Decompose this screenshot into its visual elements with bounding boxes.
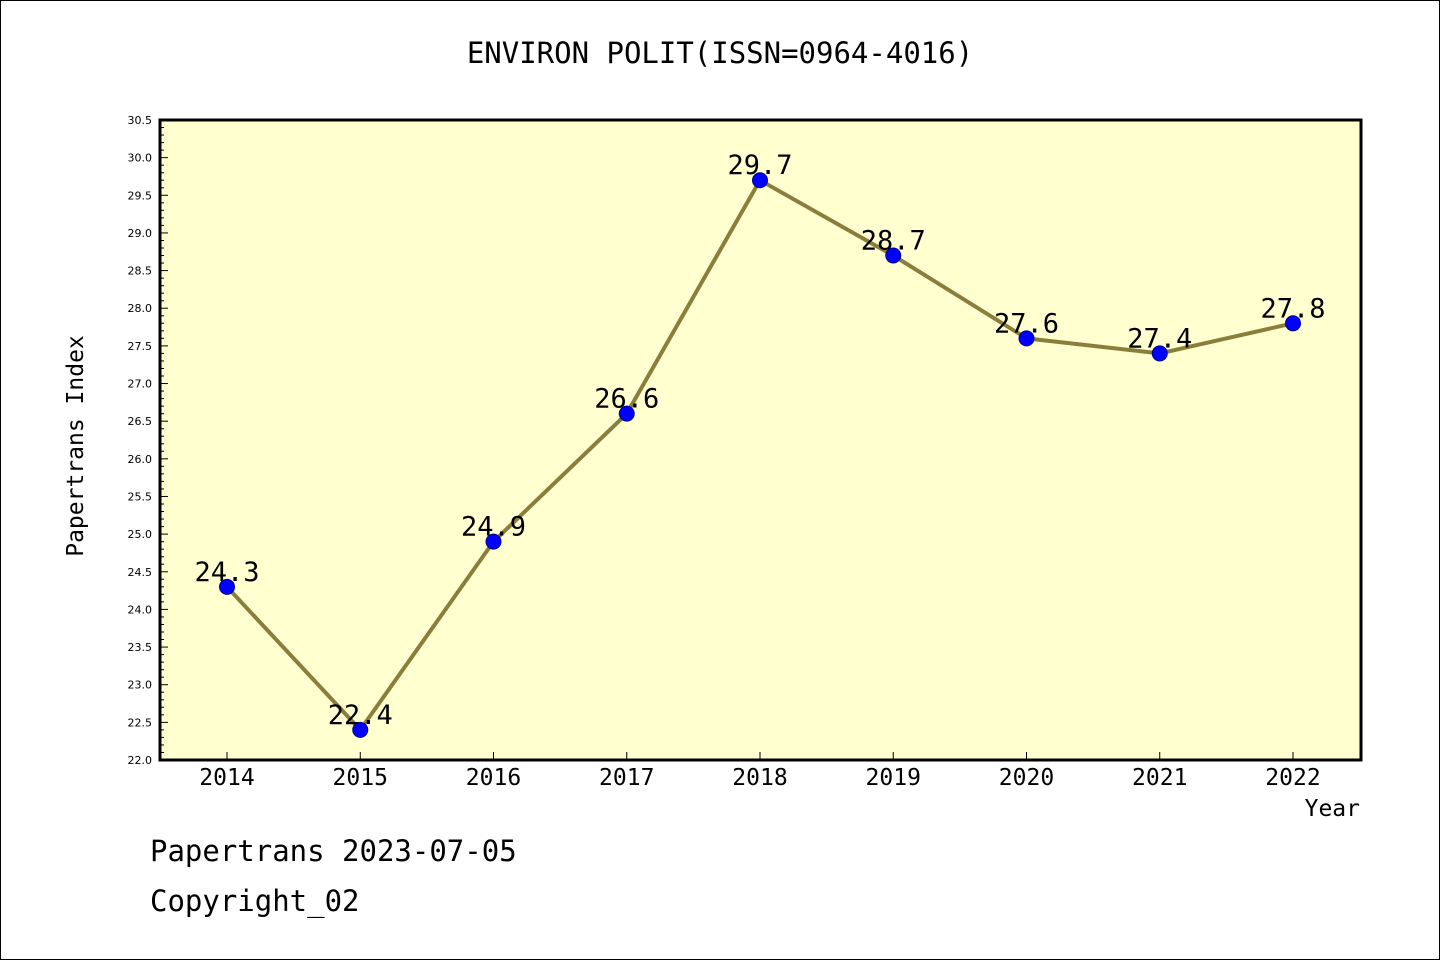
y-tick-label: 26.5 bbox=[128, 415, 153, 428]
y-tick-label: 22.0 bbox=[128, 754, 153, 767]
y-tick-label: 26.0 bbox=[128, 453, 153, 466]
data-label: 24.9 bbox=[461, 512, 526, 543]
y-tick-label: 27.0 bbox=[128, 378, 153, 391]
y-tick-label: 28.5 bbox=[128, 265, 153, 278]
y-tick-label: 30.0 bbox=[128, 152, 153, 165]
data-point bbox=[885, 247, 902, 264]
x-tick-label: 2019 bbox=[866, 765, 921, 791]
data-point bbox=[219, 578, 235, 595]
x-tick-label: 2014 bbox=[199, 765, 254, 791]
x-tick-label: 2020 bbox=[999, 765, 1054, 791]
y-tick-label: 23.5 bbox=[128, 641, 153, 654]
y-tick-label: 23.0 bbox=[128, 679, 153, 692]
data-label: 29.7 bbox=[727, 150, 792, 181]
y-tick-label: 29.5 bbox=[128, 189, 153, 202]
data-label: 28.7 bbox=[861, 226, 926, 257]
y-tick-label: 24.0 bbox=[128, 603, 153, 616]
y-axis-label: Papertrans Index bbox=[63, 335, 89, 557]
data-label: 22.4 bbox=[328, 700, 393, 731]
x-tick-label: 2021 bbox=[1132, 765, 1187, 791]
plot-area bbox=[160, 120, 1361, 760]
y-tick-label: 25.0 bbox=[128, 528, 153, 541]
x-tick-label: 2016 bbox=[466, 765, 521, 791]
data-label: 27.4 bbox=[1127, 323, 1192, 354]
data-label: 27.6 bbox=[994, 308, 1059, 339]
y-tick-label: 29.0 bbox=[128, 227, 153, 240]
data-point bbox=[1151, 345, 1168, 362]
x-tick-label: 2015 bbox=[333, 765, 388, 791]
data-label: 26.6 bbox=[594, 384, 659, 415]
data-point bbox=[618, 405, 635, 422]
y-tick-label: 24.5 bbox=[128, 566, 153, 579]
x-tick-label: 2017 bbox=[599, 765, 654, 791]
y-tick-label: 28.0 bbox=[128, 302, 153, 315]
x-tick-label: 2018 bbox=[732, 765, 787, 791]
y-tick-label: 25.5 bbox=[128, 490, 153, 503]
data-point bbox=[485, 533, 502, 550]
y-tick-label: 27.5 bbox=[128, 340, 153, 353]
data-label: 27.8 bbox=[1260, 293, 1325, 324]
data-point bbox=[1285, 315, 1301, 332]
footer-copyright-text: Copyright_02 bbox=[150, 884, 360, 918]
x-tick-label: 2022 bbox=[1265, 765, 1320, 791]
data-label: 24.3 bbox=[194, 557, 259, 588]
y-tick-label: 22.5 bbox=[128, 716, 153, 729]
footer-date-text: Papertrans 2023-07-05 bbox=[150, 834, 517, 868]
chart-title: ENVIRON POLIT(ISSN=0964-4016) bbox=[466, 36, 974, 70]
x-axis-label: Year bbox=[1304, 796, 1360, 822]
data-point bbox=[752, 172, 768, 189]
y-tick-label: 30.5 bbox=[128, 114, 153, 127]
data-point bbox=[352, 721, 369, 738]
data-point bbox=[1018, 330, 1035, 347]
